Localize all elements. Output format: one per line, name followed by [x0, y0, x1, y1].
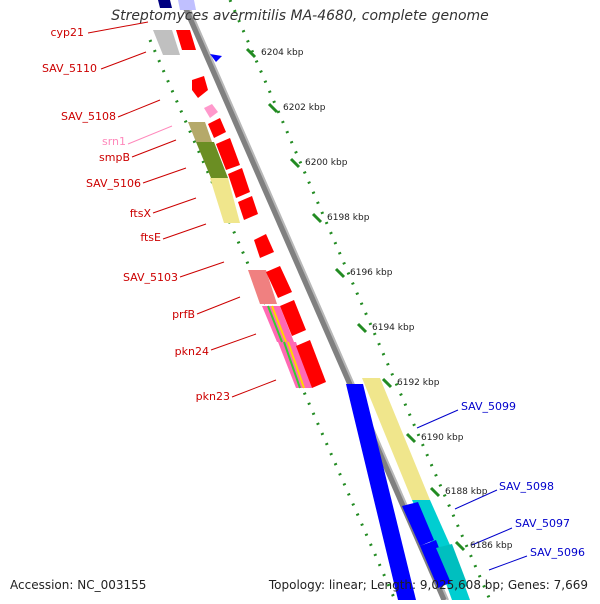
gene-arrow	[216, 138, 240, 170]
gene-arrow	[208, 118, 226, 138]
scale-ticks: 6204 kbp 6202 kbp 6200 kbp 6198 kbp 6196 kbp…	[245, 47, 513, 552]
gene-label: prfB	[172, 308, 195, 321]
gene-label: SAV_5096	[530, 546, 585, 559]
reverse-arrows	[402, 502, 468, 590]
scale-tick-label: 6198 kbp	[327, 213, 370, 223]
forward-genes	[153, 0, 416, 600]
gene-label: cyp21	[50, 26, 84, 39]
gene-label: srn1	[102, 135, 126, 148]
scale-tick-label: 6188 kbp	[445, 487, 488, 497]
scale-tick-label: 6200 kbp	[305, 158, 348, 168]
gene-label: smpB	[99, 151, 130, 164]
scale-tick-label: 6186 kbp	[470, 541, 513, 551]
gene-block	[153, 30, 180, 55]
scale-tick-mark	[245, 47, 257, 59]
gene-label: SAV_5099	[461, 400, 516, 413]
gene-block	[346, 384, 416, 600]
gene-arrow	[296, 340, 326, 388]
left-gene-labels: cyp21 SAV_5110 SAV_5108 srn1 smpB SAV_5106fts…	[42, 26, 230, 403]
map-title: Streptomyces avermitilis MA-4680, comple…	[111, 8, 489, 24]
gene-arrow	[436, 544, 468, 590]
scale-tick-label: 6194 kbp	[372, 323, 415, 333]
gene-arrow	[402, 502, 434, 546]
gene-arrow	[280, 300, 306, 336]
backbone	[179, 0, 449, 602]
right-gene-labels: SAV_5099 SAV_5098 SAV_5097 SAV_5096	[461, 400, 585, 559]
scale-tick-mark	[334, 267, 346, 279]
scale-tick-label: 6190 kbp	[421, 433, 464, 443]
gene-arrow	[266, 266, 292, 298]
gene-label: ftsE	[140, 231, 161, 244]
gene-block	[196, 142, 228, 178]
gene-block	[188, 122, 212, 142]
scale-tick-mark	[454, 540, 466, 552]
left-leader-lines	[87, 21, 277, 398]
gene-block	[362, 378, 430, 500]
topology-text: Topology: linear; Length: 9,025,608 bp; …	[268, 578, 588, 592]
scale-tick-label: 6196 kbp	[350, 268, 393, 278]
gene-arrow	[204, 104, 218, 118]
gene-label: SAV_5103	[123, 271, 178, 284]
scale-tick-mark	[429, 486, 441, 498]
gene-label: SAV_5097	[515, 517, 570, 530]
gene-arrow	[210, 54, 222, 62]
scale-tick-mark	[267, 102, 279, 114]
gene-label: pkn24	[175, 345, 209, 358]
gene-block	[176, 30, 196, 50]
gene-block	[158, 0, 172, 8]
scale-tick-label: 6202 kbp	[283, 103, 326, 113]
gene-label: SAV_5110	[42, 62, 97, 75]
gene-label: pkn23	[196, 390, 230, 403]
scale-tick-mark	[405, 432, 417, 444]
gene-arrow	[254, 234, 274, 258]
scale-tick-mark	[381, 377, 393, 389]
gene-arrow	[228, 168, 250, 198]
gene-label: SAV_5106	[86, 177, 141, 190]
gene-arrow	[238, 196, 258, 220]
gene-label: SAV_5108	[61, 110, 116, 123]
scale-tick-mark	[289, 157, 301, 169]
gene-label: SAV_5098	[499, 480, 554, 493]
gene-label: ftsX	[130, 207, 152, 220]
forward-arrows	[192, 54, 326, 388]
scale-tick-label: 6204 kbp	[261, 48, 304, 58]
accession-text: Accession: NC_003155	[10, 578, 147, 592]
gene-arrow	[420, 540, 452, 588]
right-leader-lines	[416, 409, 528, 571]
gene-arrow	[192, 76, 208, 98]
scale-tick-label: 6192 kbp	[397, 378, 440, 388]
gene-block	[248, 270, 277, 304]
gene-block	[210, 178, 240, 223]
scale-tick-mark	[356, 322, 368, 334]
gene-block	[178, 0, 196, 10]
scale-tick-mark	[311, 212, 323, 224]
